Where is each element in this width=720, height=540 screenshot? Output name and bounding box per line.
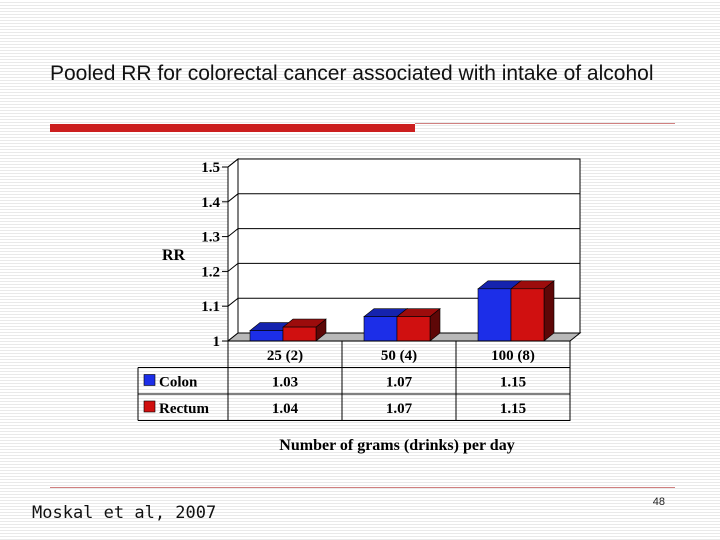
bar-colon bbox=[477, 288, 512, 342]
data-table bbox=[137, 340, 571, 421]
data-label: 1.15 bbox=[500, 375, 526, 391]
bar-colon bbox=[363, 316, 398, 342]
gridlines bbox=[222, 158, 580, 342]
y-tick-label: 1.4 bbox=[201, 195, 220, 211]
y-tick-label: 1.2 bbox=[201, 264, 220, 280]
y-axis-label: RR bbox=[162, 247, 186, 264]
bar-rectum bbox=[282, 326, 317, 342]
plot-side-wall bbox=[227, 157, 239, 343]
table-frame bbox=[227, 340, 571, 421]
data-label: 1.07 bbox=[386, 375, 413, 391]
page-number: 48 bbox=[652, 496, 665, 508]
legend-label: Rectum bbox=[159, 401, 209, 417]
y-tick-label: 1.3 bbox=[201, 230, 220, 246]
source-citation: Moskal et al, 2007 bbox=[32, 503, 217, 523]
title-rule bbox=[415, 123, 675, 124]
gridline bbox=[227, 228, 580, 237]
legend-swatch-rectum bbox=[143, 400, 156, 413]
chart-labels: 1.5 1.4 1.3 1.2 1.1 1 RR 25 (2) 50 (4) 100 (8) Col… bbox=[159, 160, 535, 454]
data-label: 1.15 bbox=[500, 401, 526, 417]
gridline bbox=[227, 158, 580, 168]
bar-rectum bbox=[510, 288, 545, 342]
footer-rule bbox=[50, 487, 675, 488]
gridline bbox=[227, 193, 580, 203]
data-label: 1.04 bbox=[272, 401, 299, 417]
slide-title: Pooled RR for colorectal cancer associat… bbox=[50, 62, 654, 85]
gridline bbox=[227, 262, 580, 272]
data-label: 1.07 bbox=[386, 401, 413, 417]
y-tick-label: 1.5 bbox=[201, 160, 220, 176]
gridline bbox=[227, 297, 580, 307]
bar-side bbox=[543, 280, 555, 342]
bar-rectum bbox=[396, 316, 431, 342]
legend-swatch-colon bbox=[143, 374, 156, 386]
y-tick-label: 1.1 bbox=[201, 299, 220, 315]
legend-label: Colon bbox=[159, 375, 198, 391]
bar-colon bbox=[249, 330, 284, 342]
x-axis-label: Number of grams (drinks) per day bbox=[279, 437, 514, 454]
title-accent-bar bbox=[50, 124, 415, 132]
category-label: 50 (4) bbox=[381, 348, 417, 364]
category-label: 100 (8) bbox=[491, 348, 535, 364]
data-label: 1.03 bbox=[272, 375, 298, 391]
bars bbox=[249, 280, 555, 342]
category-label: 25 (2) bbox=[267, 348, 303, 364]
y-tick-label: 1 bbox=[213, 334, 221, 350]
